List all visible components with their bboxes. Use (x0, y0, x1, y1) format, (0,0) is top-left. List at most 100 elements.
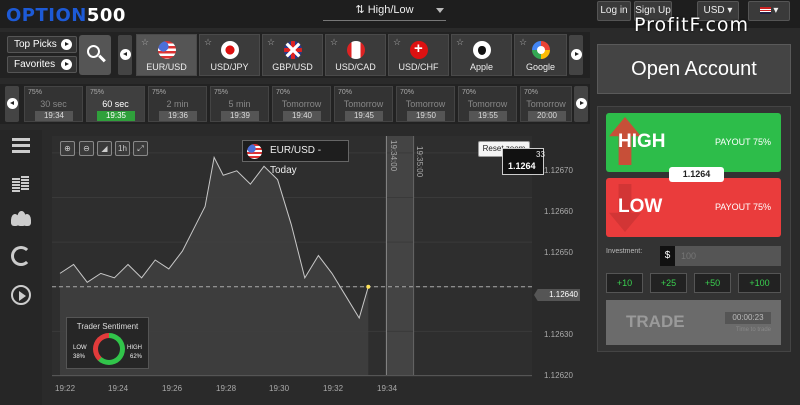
expiry-payout: 75% (152, 89, 167, 96)
play-icon[interactable] (11, 285, 31, 305)
assets-next-button[interactable] (569, 35, 583, 75)
timeframe-1h-button[interactable]: 1h (115, 141, 130, 156)
expiry-option[interactable]: 75% 2 min 19:36 (148, 86, 207, 122)
currency-select[interactable]: USD ▾ (697, 1, 739, 21)
trade-mode-select[interactable]: ⇅ High/Low (323, 1, 446, 21)
language-select[interactable]: ▾ (748, 1, 790, 21)
expiry-next-button[interactable] (574, 86, 588, 122)
low-button[interactable]: LOW PAYOUT 75% (606, 178, 781, 237)
menu-icon[interactable] (11, 137, 31, 157)
currency-symbol: $ (660, 246, 675, 266)
expiry-payout: 70% (400, 89, 415, 96)
asset-apple[interactable]: ☆ Apple (451, 34, 512, 76)
expiry-zone (386, 136, 414, 376)
star-icon[interactable]: ☆ (519, 37, 528, 47)
signup-button[interactable]: Sign Up (634, 1, 672, 21)
current-price-axis-label: 1.12640 (534, 289, 580, 301)
expiry-label: Tomorrow (343, 99, 384, 109)
expiry-option[interactable]: 70% Tomorrow 19:55 (458, 86, 517, 122)
expiry-option-selected[interactable]: 75% 60 sec 19:35 (86, 86, 145, 122)
currency-label: USD (703, 5, 725, 16)
star-icon[interactable]: ☆ (141, 37, 150, 47)
expiry-time: 19:50 (407, 111, 445, 121)
x-tick-label: 19:28 (216, 384, 237, 393)
asset-name: GBP/USD (272, 62, 313, 72)
expand-icon[interactable]: ⤢ (133, 141, 148, 156)
expiry-payout: 75% (28, 89, 43, 96)
chevron-right-icon (576, 98, 587, 109)
x-tick-label: 19:30 (269, 384, 290, 393)
asset-gbp-usd[interactable]: ☆ GBP/USD (262, 34, 323, 76)
gb-flag-icon (284, 41, 302, 59)
assets-prev-button[interactable] (118, 35, 132, 75)
expiry-prev-button[interactable] (5, 86, 19, 122)
expiry-time: 19:40 (283, 111, 321, 121)
users-icon[interactable] (11, 208, 31, 228)
asset-usd-cad[interactable]: ☆ USD/CAD (325, 34, 386, 76)
y-tick-label: 1.12630 (544, 330, 573, 339)
expiry-payout: 70% (462, 89, 477, 96)
x-tick-label: 19:26 (162, 384, 183, 393)
expiry-option[interactable]: 70% Tomorrow 19:50 (396, 86, 455, 122)
expiry-line-label: 19:34:00 (389, 140, 398, 172)
x-tick-label: 19:32 (323, 384, 344, 393)
high-label: HIGH (618, 131, 666, 152)
expiry-payout: 70% (524, 89, 539, 96)
asset-eur-usd[interactable]: ☆ EUR/USD (136, 34, 197, 76)
asset-usd-jpy[interactable]: ☆ USD/JPY (199, 34, 260, 76)
logo-text-2: 500 (86, 5, 126, 26)
add-100-button[interactable]: +100 (738, 273, 781, 293)
expiry-label: 60 sec (102, 99, 129, 109)
expiry-option[interactable]: 75% 30 sec 19:34 (24, 86, 83, 122)
search-button[interactable] (79, 35, 111, 75)
coins-icon[interactable] (11, 174, 31, 194)
star-icon[interactable]: ☆ (456, 37, 465, 47)
star-icon[interactable]: ☆ (204, 37, 213, 47)
expiry-option[interactable]: 70% Tomorrow 20:00 (520, 86, 572, 122)
investment-input[interactable] (675, 246, 781, 266)
asset-name: USD/CHF (398, 62, 439, 72)
jp-flag-icon (221, 41, 239, 59)
zoom-in-icon[interactable]: ⊕ (60, 141, 75, 156)
asset-name: USD/CAD (335, 62, 376, 72)
expiry-option[interactable]: 70% Tomorrow 19:40 (272, 86, 331, 122)
trade-button[interactable]: TRADE 00:00:23 Time to trade (606, 300, 781, 345)
expiry-payout: 70% (276, 89, 291, 96)
favorites-button[interactable]: Favorites (7, 56, 77, 73)
trade-countdown: 00:00:23 (725, 312, 771, 324)
expiry-payout: 70% (338, 89, 353, 96)
star-icon[interactable]: ☆ (267, 37, 276, 47)
y-tick-label: 1.12670 (544, 166, 573, 175)
x-tick-label: 19:34 (377, 384, 398, 393)
add-10-button[interactable]: +10 (606, 273, 643, 293)
open-account-button[interactable]: Open Account (597, 44, 791, 94)
sentiment-high-label: HIGH (127, 345, 142, 351)
asset-google[interactable]: ☆ Google (514, 34, 567, 76)
star-icon[interactable]: ☆ (330, 37, 339, 47)
login-button[interactable]: Log in (597, 1, 631, 21)
top-picks-button[interactable]: Top Picks (7, 36, 77, 53)
google-icon (532, 41, 550, 59)
sentiment-low-pct: 38% (73, 354, 86, 360)
asset-usd-chf[interactable]: ☆ USD/CHF (388, 34, 449, 76)
low-label: LOW (618, 196, 663, 217)
chart-asset-title: EUR/USD - Today (242, 140, 349, 176)
expiry-option[interactable]: 70% Tomorrow 19:45 (334, 86, 393, 122)
expiry-time: 19:39 (221, 111, 259, 121)
add-50-button[interactable]: +50 (694, 273, 731, 293)
logo[interactable]: OPTION500 (6, 5, 126, 26)
zoom-out-icon[interactable]: ⊖ (79, 141, 94, 156)
high-button[interactable]: HIGH PAYOUT 75% (606, 113, 781, 172)
us-flag-icon (247, 144, 262, 159)
star-icon[interactable]: ☆ (393, 37, 402, 47)
expiry-label: 30 sec (40, 99, 67, 109)
y-tick-label: 1.12650 (544, 248, 573, 257)
expiry-time: 19:36 (159, 111, 197, 121)
asset-name: Apple (469, 62, 494, 72)
asset-name: Google (525, 62, 556, 72)
gauge-icon[interactable] (11, 246, 31, 266)
ch-flag-icon (410, 40, 428, 59)
expiry-option[interactable]: 75% 5 min 19:39 (210, 86, 269, 122)
add-25-button[interactable]: +25 (650, 273, 687, 293)
area-chart-icon[interactable]: ◢ (97, 141, 112, 156)
